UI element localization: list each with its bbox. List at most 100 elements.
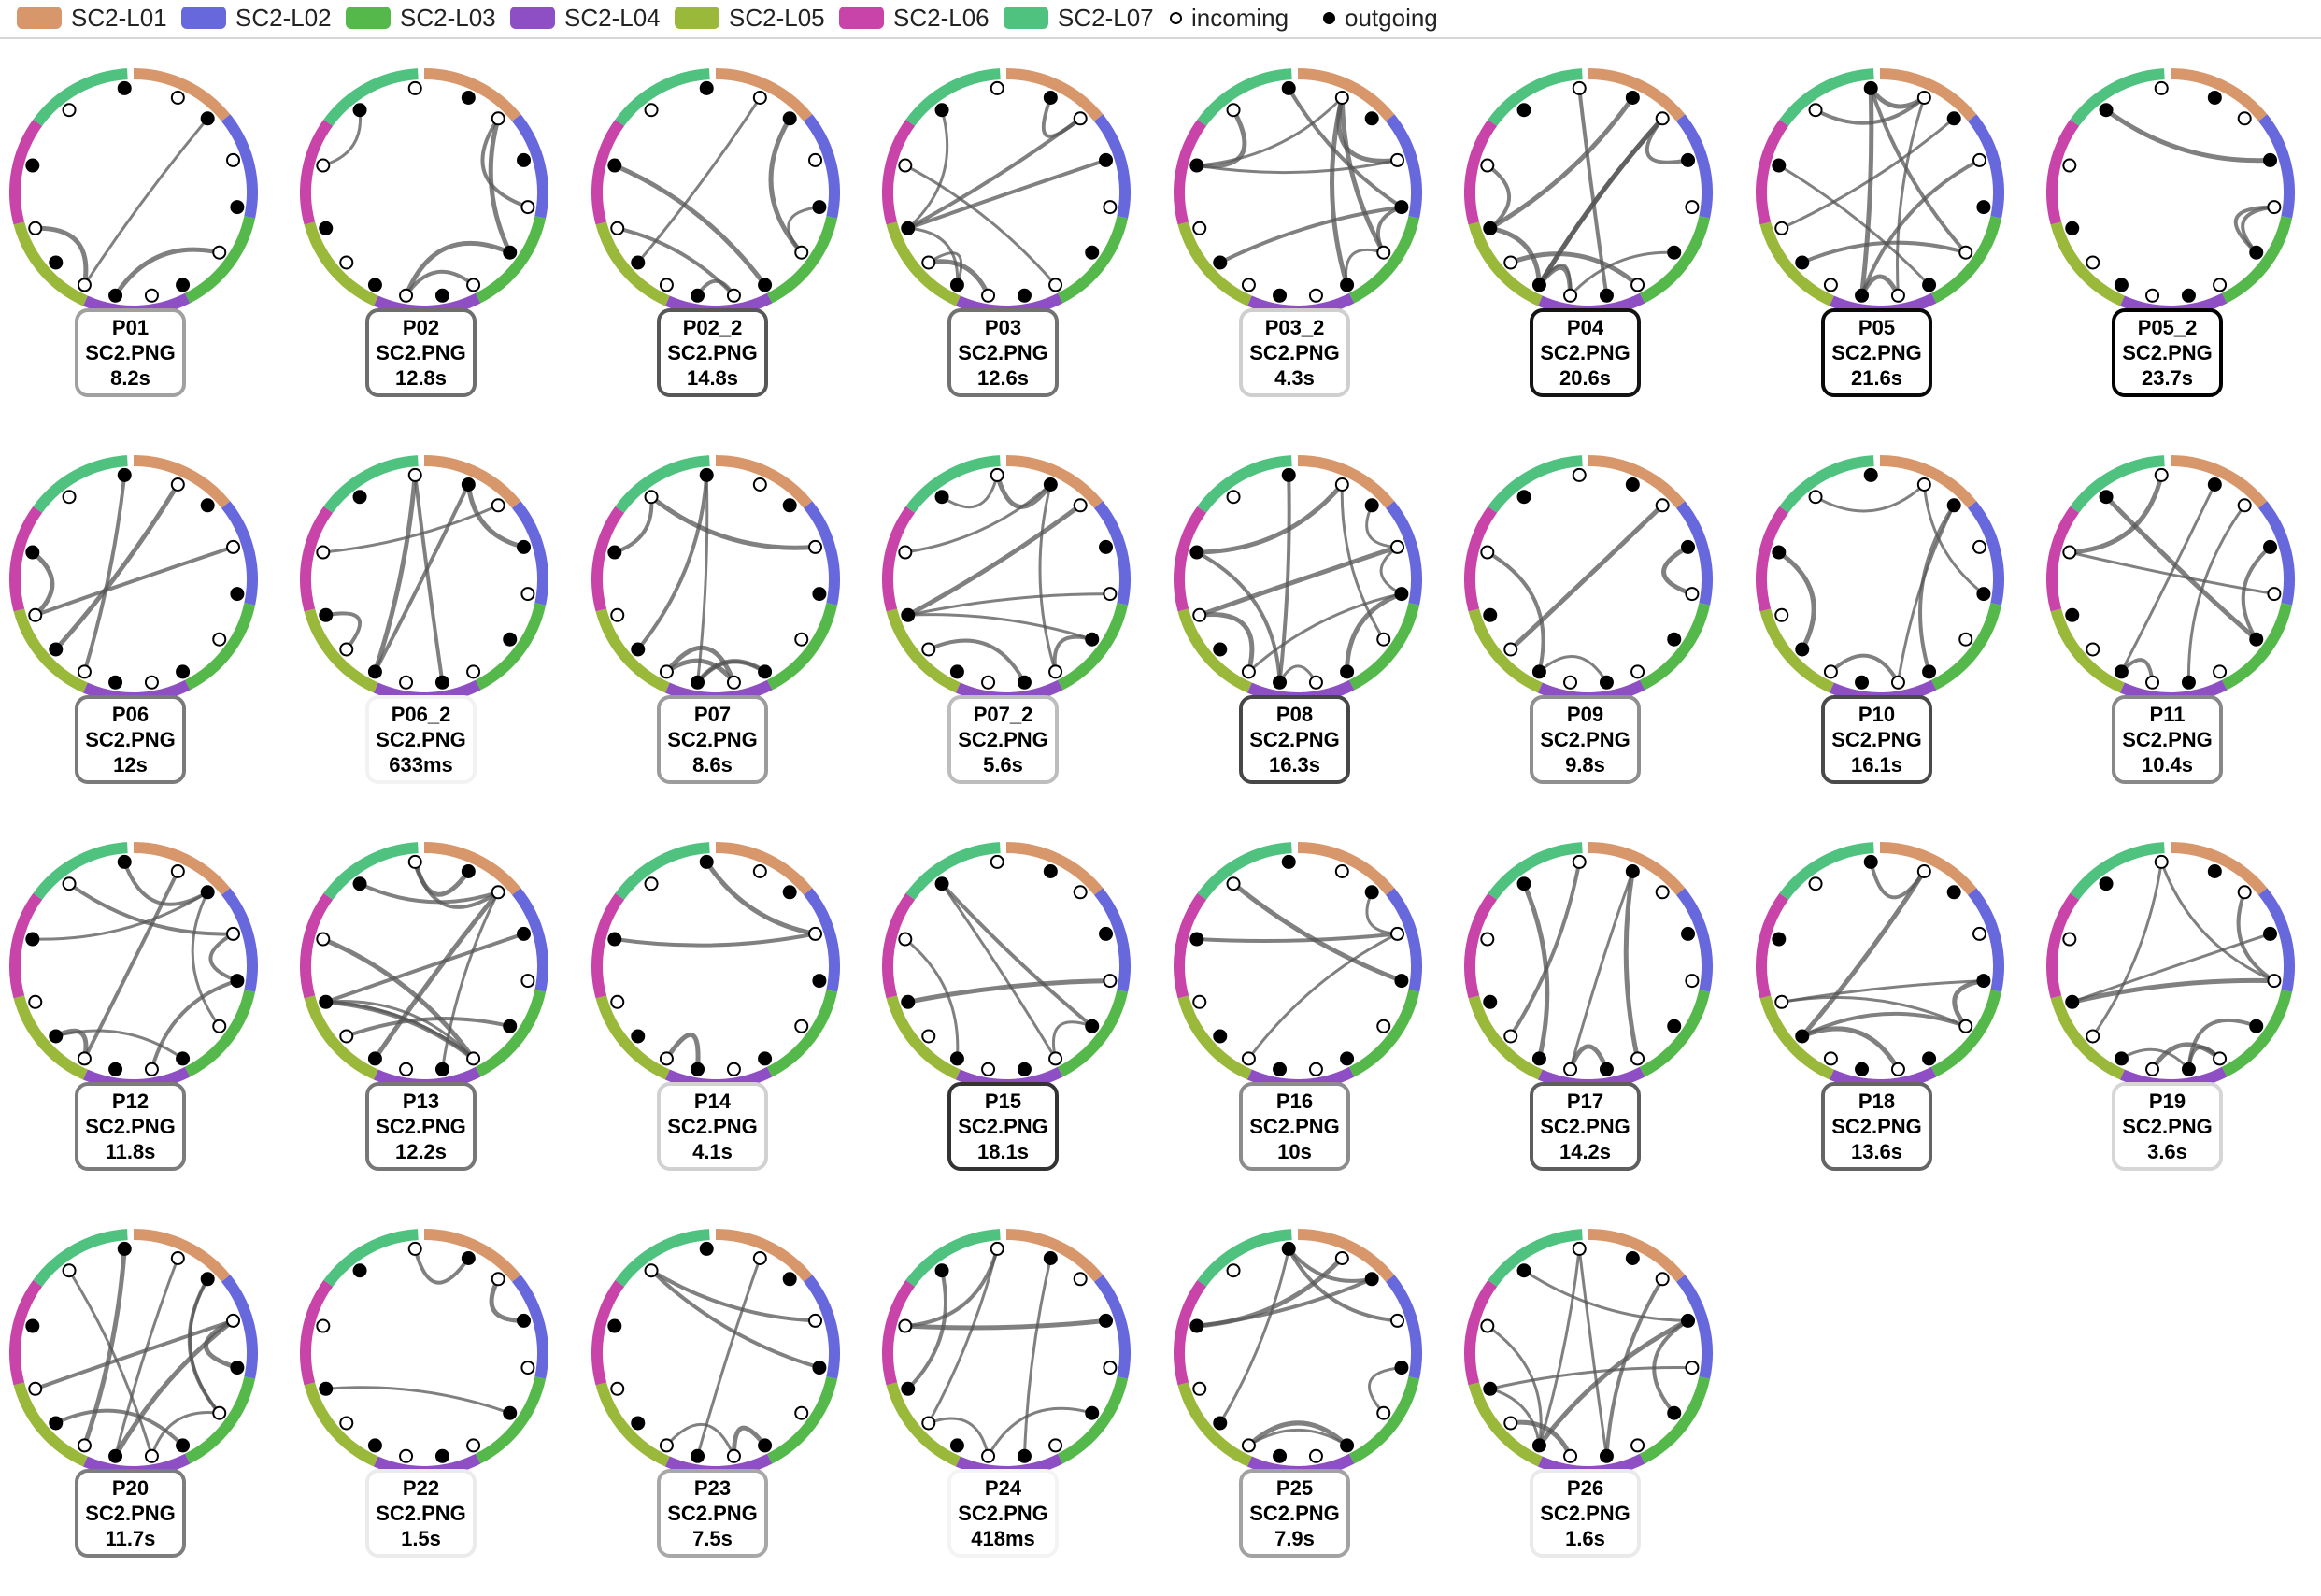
outgoing-node <box>2114 278 2129 292</box>
incoming-node <box>520 200 535 215</box>
legend-swatch <box>1004 7 1048 29</box>
participant-label-box: P03_2 SC2.PNG 4.3s <box>1239 308 1350 397</box>
participant-id: P16 <box>1275 1090 1314 1113</box>
outgoing-node <box>691 675 705 690</box>
ring-segment <box>1093 501 1131 606</box>
outgoing-node <box>1681 1313 1696 1328</box>
chord-link <box>67 882 234 936</box>
incoming-node <box>226 1313 241 1328</box>
ring-segment <box>1930 990 2002 1077</box>
incoming-node <box>794 245 809 260</box>
ring-segment <box>1385 501 1422 606</box>
chord-diagram <box>591 1229 840 1477</box>
chord-link <box>413 1247 470 1285</box>
participant-id: P12 <box>111 1090 150 1113</box>
participant-duration: 12.8s <box>394 366 448 390</box>
ring-segment <box>1488 842 1583 900</box>
incoming-node <box>1480 158 1495 173</box>
participant-label-box: P07 SC2.PNG 8.6s <box>657 695 768 784</box>
participant-image: SC2.PNG <box>376 728 466 751</box>
chord-link <box>1509 862 1582 1038</box>
ring-segment <box>2170 68 2268 121</box>
ring-segment <box>1759 221 1834 306</box>
outgoing-node <box>1394 200 1409 215</box>
outgoing-node <box>1483 994 1498 1009</box>
chord-link <box>907 226 960 285</box>
incoming-node <box>1655 1272 1670 1287</box>
chord-diagram <box>300 1229 548 1477</box>
outgoing-node <box>1531 1051 1546 1066</box>
outgoing-node <box>1340 1438 1355 1453</box>
ring-segment <box>323 455 419 513</box>
participant-cell: P07 SC2.PNG 8.6s <box>582 424 862 798</box>
outgoing-node <box>230 1361 245 1375</box>
participant-id: P24 <box>984 1476 1022 1500</box>
chord-link <box>1336 96 1398 164</box>
chord-link <box>636 96 762 264</box>
chord-link <box>1538 655 1608 684</box>
chord-link <box>1604 1277 1664 1457</box>
outgoing-node <box>1516 1263 1531 1278</box>
outgoing-node <box>1043 477 1058 492</box>
participant-label-box: P05 SC2.PNG 21.6s <box>1821 308 1932 397</box>
chord-link <box>1778 164 1930 286</box>
incoming-node <box>1655 498 1670 513</box>
participant-cell: P02 SC2.PNG 12.8s <box>291 37 571 411</box>
outgoing-node <box>691 1448 705 1463</box>
participant-id: P14 <box>693 1090 732 1113</box>
ring-segment <box>882 119 916 225</box>
outgoing-node <box>1213 642 1228 657</box>
outgoing-node <box>2181 288 2196 303</box>
chord-link <box>1509 251 1640 287</box>
ring-segment <box>591 506 625 612</box>
ring-segment <box>2050 221 2125 306</box>
chord-link <box>150 978 238 1070</box>
outgoing-node <box>503 1405 518 1420</box>
ring-segment <box>475 1376 547 1464</box>
outgoing-node <box>319 221 334 235</box>
incoming-node <box>491 111 505 126</box>
incoming-node <box>726 675 741 690</box>
outgoing-node <box>352 103 367 118</box>
ring-segment <box>803 114 840 219</box>
outgoing-node <box>1772 158 1787 173</box>
participant-image: SC2.PNG <box>1249 1115 1340 1138</box>
outgoing-node <box>2065 994 2080 1009</box>
participant-cell: P01 SC2.PNG 8.2s <box>0 37 280 411</box>
outgoing-node <box>517 926 532 941</box>
outgoing-node <box>1625 863 1640 878</box>
participant-image: SC2.PNG <box>1540 1502 1630 1525</box>
chord-link <box>664 1033 701 1070</box>
outgoing-node <box>517 539 532 554</box>
legend-swatch <box>510 7 555 29</box>
chord-link <box>83 117 209 286</box>
chord-link <box>1379 546 1403 595</box>
outgoing-node <box>461 863 476 878</box>
legend-label: SC2-L04 <box>564 3 661 32</box>
chord-link <box>122 861 209 906</box>
chord-diagram <box>882 1229 1131 1477</box>
chord-link <box>1859 158 1981 296</box>
incoming-node <box>1972 539 1987 554</box>
ring-segment <box>2257 114 2295 219</box>
participant-duration: 23.7s <box>2141 366 2194 390</box>
ring-segment <box>1348 1376 1420 1464</box>
participant-label-box: P12 SC2.PNG 11.8s <box>75 1082 186 1171</box>
ring-segment <box>1174 506 1207 612</box>
participant-cell: P19 SC2.PNG 3.6s <box>2037 811 2317 1185</box>
participant-label-box: P23 SC2.PNG 7.5s <box>657 1469 768 1558</box>
incoming-node <box>212 1019 227 1033</box>
outgoing-node <box>758 1051 773 1066</box>
outgoing-node <box>352 490 367 505</box>
participant-id: P04 <box>1566 316 1604 339</box>
outgoing-node <box>1213 1416 1228 1431</box>
legend-swatch <box>346 7 391 29</box>
outgoing-node <box>108 1062 123 1076</box>
chord-link <box>1218 1248 1290 1424</box>
outgoing-node <box>200 885 215 900</box>
participant-id: P17 <box>1566 1090 1604 1113</box>
chord-link <box>1486 550 1545 673</box>
outgoing-node <box>434 1448 449 1463</box>
chord-link <box>2072 977 2274 1005</box>
outgoing-node <box>1281 1241 1296 1256</box>
